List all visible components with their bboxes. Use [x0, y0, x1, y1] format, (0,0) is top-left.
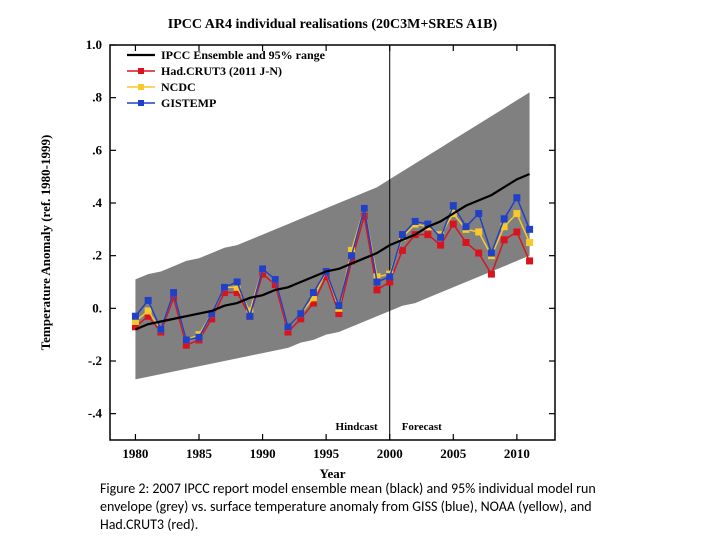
figure-caption: Figure 2: 2007 IPCC report model ensembl…	[100, 480, 640, 535]
svg-text:0.: 0.	[92, 300, 102, 315]
svg-text:.4: .4	[92, 195, 102, 210]
svg-text:Year: Year	[320, 466, 346, 480]
svg-text:1.0: 1.0	[86, 37, 102, 52]
climate-chart: IPCC AR4 individual realisations (20C3M+…	[10, 10, 590, 480]
svg-text:.8: .8	[92, 90, 102, 105]
svg-text:.2: .2	[92, 248, 102, 263]
svg-text:-.4: -.4	[88, 406, 103, 421]
svg-text:2010: 2010	[504, 446, 530, 461]
svg-text:1990: 1990	[250, 446, 276, 461]
legend-hadcrut3: Had.CRUT3 (2011 J-N)	[161, 64, 282, 78]
svg-text:Hindcast: Hindcast	[336, 421, 379, 433]
svg-text:1995: 1995	[313, 446, 340, 461]
svg-text:2005: 2005	[440, 446, 467, 461]
svg-text:.6: .6	[92, 142, 102, 157]
svg-text:1985: 1985	[186, 446, 213, 461]
svg-text:2000: 2000	[377, 446, 403, 461]
svg-text:-.2: -.2	[88, 353, 102, 368]
svg-text:Temperature Anomaly (ref. 1980: Temperature Anomaly (ref. 1980-1999)	[38, 135, 53, 351]
svg-text:1980: 1980	[122, 446, 148, 461]
svg-text:Forecast: Forecast	[402, 421, 442, 433]
svg-text:IPCC AR4 individual realisatio: IPCC AR4 individual realisations (20C3M+…	[168, 17, 498, 32]
legend-ensemble: IPCC Ensemble and 95% range	[161, 48, 326, 62]
legend-ncdc: NCDC	[161, 80, 196, 94]
legend-gistemp: GISTEMP	[161, 96, 216, 110]
